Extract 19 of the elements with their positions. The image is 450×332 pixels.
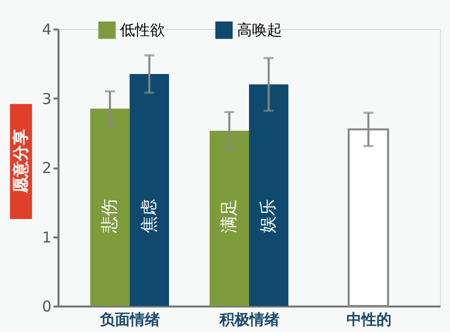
annotation: 满足 — [219, 198, 240, 233]
bar — [249, 84, 288, 306]
y-tick-label: 2 — [42, 159, 52, 177]
bar — [90, 108, 130, 306]
y-tick-label: 1 — [42, 228, 52, 246]
annotation: 娱乐 — [258, 198, 279, 233]
x-tick-label: 中性的 — [346, 310, 392, 328]
y-tick-label: 4 — [42, 20, 52, 38]
y-axis-title: 愿意分享 — [11, 129, 30, 194]
x-tick-label: 积极情绪 — [218, 310, 280, 328]
x-tick-label: 负面情绪 — [99, 310, 160, 328]
annotation: 焦虑 — [139, 198, 160, 233]
legend-label: 高唤起 — [237, 21, 282, 40]
legend-label: 低性欲 — [120, 21, 165, 40]
bar — [130, 74, 170, 306]
y-tick-label: 0 — [42, 298, 52, 316]
annotation: 悲伤 — [100, 198, 120, 234]
y-tick-label: 3 — [42, 90, 52, 108]
bar — [210, 130, 249, 306]
